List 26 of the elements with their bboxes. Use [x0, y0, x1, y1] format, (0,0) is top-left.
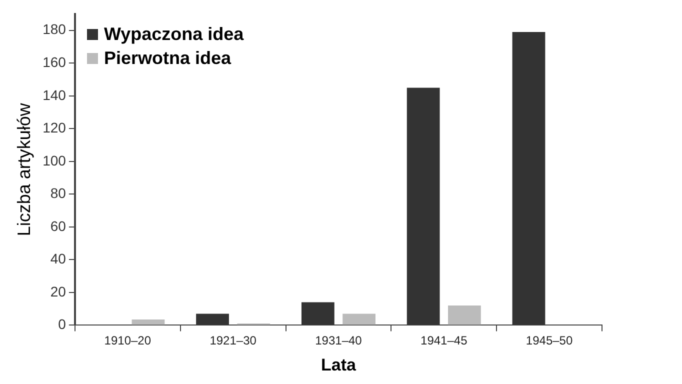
legend-label: Wypaczona idea — [104, 24, 244, 44]
bar — [196, 314, 229, 325]
y-tick-label: 160 — [42, 54, 66, 70]
x-tick-label: 1941–45 — [420, 334, 468, 348]
bar — [132, 319, 165, 325]
y-tick-label: 120 — [42, 120, 66, 136]
bar — [406, 88, 440, 325]
y-tick-label: 180 — [42, 21, 66, 38]
y-tick-label: 80 — [50, 185, 66, 202]
x-tick-label: 1931–40 — [315, 334, 362, 348]
bar — [342, 314, 376, 325]
y-tick-label: 60 — [50, 218, 66, 234]
x-tick-label: 1921–30 — [210, 334, 257, 348]
legend-label: Pierwotna idea — [104, 48, 231, 68]
bar — [512, 32, 546, 325]
y-tick-label: 0 — [58, 316, 66, 332]
x-axis-title: Lata — [320, 355, 356, 374]
x-tick-label: 1910–20 — [104, 334, 152, 348]
bar — [448, 306, 481, 325]
y-tick-label: 40 — [50, 250, 66, 267]
y-axis-title: Liczba artykułów — [14, 102, 34, 236]
y-tick-label: 140 — [42, 86, 66, 103]
y-tick-label: 20 — [50, 283, 66, 300]
bar — [301, 302, 334, 325]
x-tick-label: 1945–50 — [526, 334, 573, 348]
y-tick-label: 100 — [42, 152, 66, 168]
